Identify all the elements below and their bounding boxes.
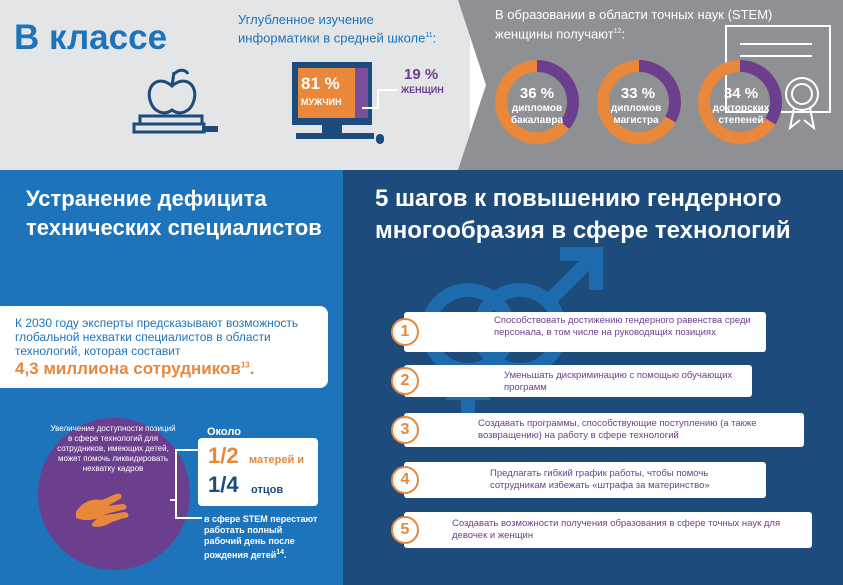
- donut-2-label1: дипломов: [610, 103, 662, 114]
- step-3-number: 3: [391, 416, 419, 444]
- half-value: 1/2: [208, 443, 239, 468]
- bracket-line: [170, 449, 202, 519]
- step-5-box: [404, 512, 812, 548]
- step-3-text: Создавать программы, способствующие пост…: [478, 418, 757, 441]
- donut-3-label2: степеней: [718, 115, 764, 126]
- step-2-number: 2: [391, 367, 419, 395]
- step-4-number: 4: [391, 466, 419, 494]
- step-1-text: Способствовать достижению гендерного рав…: [494, 315, 751, 338]
- women-percent: 19 %: [404, 66, 439, 83]
- donut-charts: [495, 60, 782, 144]
- donut-3-label1: докторских: [712, 103, 770, 114]
- forecast-box: [0, 306, 328, 388]
- donut-2-women-share: [597, 60, 681, 144]
- step-4-text: Предлагать гибкий график работы, чтобы п…: [490, 468, 710, 491]
- quarter-value: 1/4: [208, 472, 239, 497]
- steps-title: 5 шагов к повышению гендерного многообра…: [375, 185, 791, 244]
- shortage-title: Устранение дефицита технических специали…: [26, 186, 322, 240]
- men-label: МУЖЧИН: [301, 97, 342, 107]
- women-share-block: [355, 68, 368, 118]
- stop-working-text: в сфере STEM перестают работать полный р…: [204, 514, 318, 560]
- donut-2-percent: 33 %: [620, 85, 656, 102]
- fathers-label: отцов: [251, 484, 284, 496]
- cs-title: Углубленное изучение информатики в средн…: [238, 12, 437, 46]
- women-label: ЖЕНЩИН: [401, 85, 444, 95]
- classroom-panel: [0, 0, 470, 170]
- forecast-text: К 2030 году эксперты предсказывают возмо…: [15, 316, 299, 358]
- donut-2-label2: магистра: [613, 115, 659, 126]
- donut-3-percent: 34 %: [723, 85, 759, 102]
- step-1-box: [404, 312, 766, 352]
- stem-title: В образовании в области точных наук (STE…: [495, 7, 773, 42]
- step-2-text: Уменьшать дискриминацию с помощью обучаю…: [504, 370, 733, 393]
- connector-line: [362, 89, 398, 109]
- donut-1-women-share: [495, 60, 579, 144]
- about-label: Около: [207, 426, 241, 438]
- donut-1-label2: бакалавра: [510, 115, 564, 126]
- apple-books-icon: [132, 68, 218, 134]
- parents-stats-box: [198, 438, 318, 506]
- mouse-icon: [376, 134, 384, 144]
- step-1-number: 1: [391, 318, 419, 346]
- step-2-box: [404, 365, 752, 397]
- monitor-stand: [322, 125, 342, 133]
- donut-3-women-share: [698, 60, 782, 144]
- step-3-box: [404, 413, 804, 447]
- men-percent: 81 %: [301, 74, 340, 93]
- hands-icon: [76, 493, 129, 527]
- men-share-block: [298, 68, 355, 118]
- keyboard-icon: [296, 133, 374, 139]
- step-4-box: [404, 462, 766, 498]
- mothers-label: матерей и: [249, 454, 305, 466]
- parents-circle: [38, 418, 190, 570]
- step-5-text: Создавать возможности получения образова…: [452, 518, 781, 541]
- forecast-value: 4,3 миллиона сотрудников13.: [15, 359, 255, 378]
- parents-circle-text: Увеличение доступности позиций в сфере т…: [50, 424, 176, 473]
- donut-1-percent: 36 %: [519, 85, 555, 102]
- section-title: В классе: [14, 18, 168, 57]
- step-5-number: 5: [391, 516, 419, 544]
- donut-1-label1: дипломов: [511, 103, 563, 114]
